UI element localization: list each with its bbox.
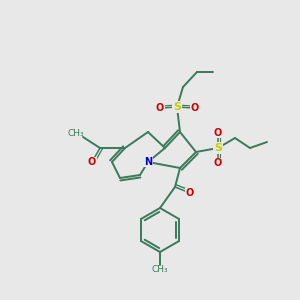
Text: S: S (173, 102, 181, 112)
Text: O: O (156, 103, 164, 113)
Text: O: O (214, 128, 222, 138)
Text: N: N (144, 157, 152, 167)
Text: CH₃: CH₃ (152, 266, 168, 274)
Text: O: O (88, 157, 96, 167)
Text: O: O (191, 103, 199, 113)
Text: S: S (214, 143, 222, 153)
Text: CH₃: CH₃ (68, 130, 84, 139)
Text: O: O (186, 188, 194, 198)
Text: O: O (214, 158, 222, 168)
